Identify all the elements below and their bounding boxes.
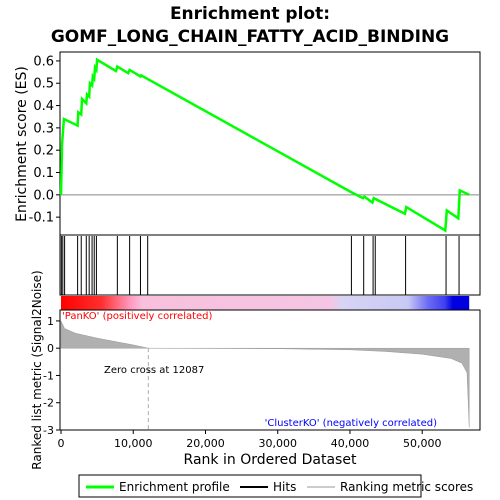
es-y-axis: -0.1 0.0 0.1 0.2 0.3 0.4 0.5 0.6 (29, 54, 60, 226)
ranking-metric-area (60, 320, 470, 428)
es-y-tick-label: 0.3 (33, 121, 54, 136)
es-y-tick-label: -0.1 (29, 211, 54, 226)
rank-y-axis-label: Ranked list metric (Signal2Noise) (30, 270, 44, 469)
positive-correlation-label: 'PanKO' (positively correlated) (62, 311, 213, 322)
zero-cross-label: Zero cross at 12087 (104, 365, 204, 376)
rank-y-axis: -3 -2 -1 0 1 (43, 315, 60, 437)
hits-markers (60, 236, 460, 295)
x-tick-label: 10,000 (114, 437, 153, 450)
hits-panel-frame (59, 234, 481, 296)
rank-y-tick-label: 1 (47, 315, 54, 328)
x-tick-label: 50,000 (403, 437, 442, 450)
chart-title-line2: GOMF_LONG_CHAIN_FATTY_ACID_BINDING (51, 27, 449, 47)
es-y-tick-label: 0.6 (33, 54, 54, 69)
es-y-tick-label: 0.2 (33, 144, 54, 159)
rank-panel-frame (59, 309, 481, 431)
x-tick-label: 20,000 (186, 437, 225, 450)
ranking-color-bar (61, 296, 470, 310)
legend-label-enrichment: Enrichment profile (119, 480, 230, 494)
chart-title-line1: Enrichment plot: (170, 4, 330, 24)
x-tick-label: 0 (58, 437, 65, 450)
es-y-tick-label: 0.5 (33, 77, 54, 92)
es-y-tick-label: 0.4 (33, 99, 54, 114)
enrichment-profile-line (59, 57, 470, 233)
x-tick-label: 40,000 (331, 437, 370, 450)
es-y-axis-label: Enrichment score (ES) (14, 66, 30, 222)
rank-y-tick-label: -3 (43, 424, 54, 437)
x-axis: 0 10,000 20,000 30,000 40,000 50,000 (58, 430, 442, 450)
es-panel-frame (59, 51, 481, 236)
es-y-tick-label: 0.0 (33, 188, 54, 203)
rank-y-tick-label: 0 (47, 342, 54, 355)
es-y-tick-label: 0.1 (33, 166, 54, 181)
negative-correlation-label: 'ClusterKO' (negatively correlated) (265, 418, 437, 429)
rank-y-tick-label: -1 (43, 369, 54, 382)
legend-label-ranking: Ranking metric scores (340, 480, 473, 494)
rank-y-tick-label: -2 (43, 397, 54, 410)
legend-label-hits: Hits (273, 480, 296, 494)
x-axis-label: Rank in Ordered Dataset (184, 452, 357, 468)
x-tick-label: 30,000 (258, 437, 297, 450)
